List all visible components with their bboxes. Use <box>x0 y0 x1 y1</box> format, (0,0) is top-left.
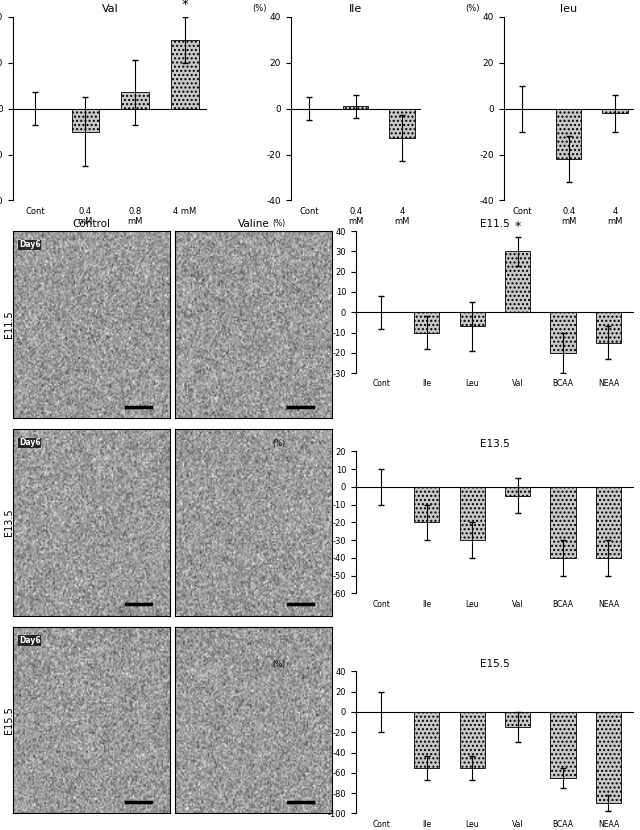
Y-axis label: E11.5: E11.5 <box>4 310 13 339</box>
Text: (%): (%) <box>273 660 286 668</box>
Bar <box>550 712 575 778</box>
Bar <box>172 40 198 109</box>
Title: E15.5: E15.5 <box>480 659 509 669</box>
Bar <box>414 312 439 333</box>
Text: *: * <box>515 220 521 233</box>
Text: Day6: Day6 <box>19 241 41 250</box>
Bar <box>550 312 575 353</box>
Text: *: * <box>182 0 188 11</box>
Bar <box>602 109 628 113</box>
Title: Val: Val <box>102 4 118 14</box>
Bar <box>505 251 530 312</box>
Title: leu: leu <box>560 4 577 14</box>
Text: (%): (%) <box>273 219 286 228</box>
Bar <box>460 312 484 326</box>
Bar <box>505 712 530 727</box>
Bar <box>505 486 530 496</box>
Bar <box>343 106 369 109</box>
Title: Ile: Ile <box>349 4 362 14</box>
Text: (%): (%) <box>252 4 266 13</box>
Bar <box>389 109 415 139</box>
Bar <box>414 712 439 768</box>
Bar <box>556 109 581 159</box>
Bar <box>596 312 621 343</box>
Title: E11.5: E11.5 <box>480 219 509 229</box>
Title: Valine: Valine <box>237 219 269 229</box>
Title: Control: Control <box>72 219 111 229</box>
Bar <box>122 92 148 109</box>
Bar <box>72 109 99 131</box>
Bar <box>460 486 484 540</box>
Bar <box>414 486 439 522</box>
Text: Day6: Day6 <box>19 438 41 447</box>
Text: (%): (%) <box>465 4 479 13</box>
Y-axis label: E13.5: E13.5 <box>4 509 13 536</box>
Bar <box>596 712 621 803</box>
Bar <box>596 486 621 558</box>
Title: E13.5: E13.5 <box>480 439 509 449</box>
Text: Day6: Day6 <box>19 636 41 645</box>
Bar <box>550 486 575 558</box>
Y-axis label: E15.5: E15.5 <box>4 706 13 734</box>
Bar <box>460 712 484 768</box>
Text: (%): (%) <box>273 439 286 448</box>
